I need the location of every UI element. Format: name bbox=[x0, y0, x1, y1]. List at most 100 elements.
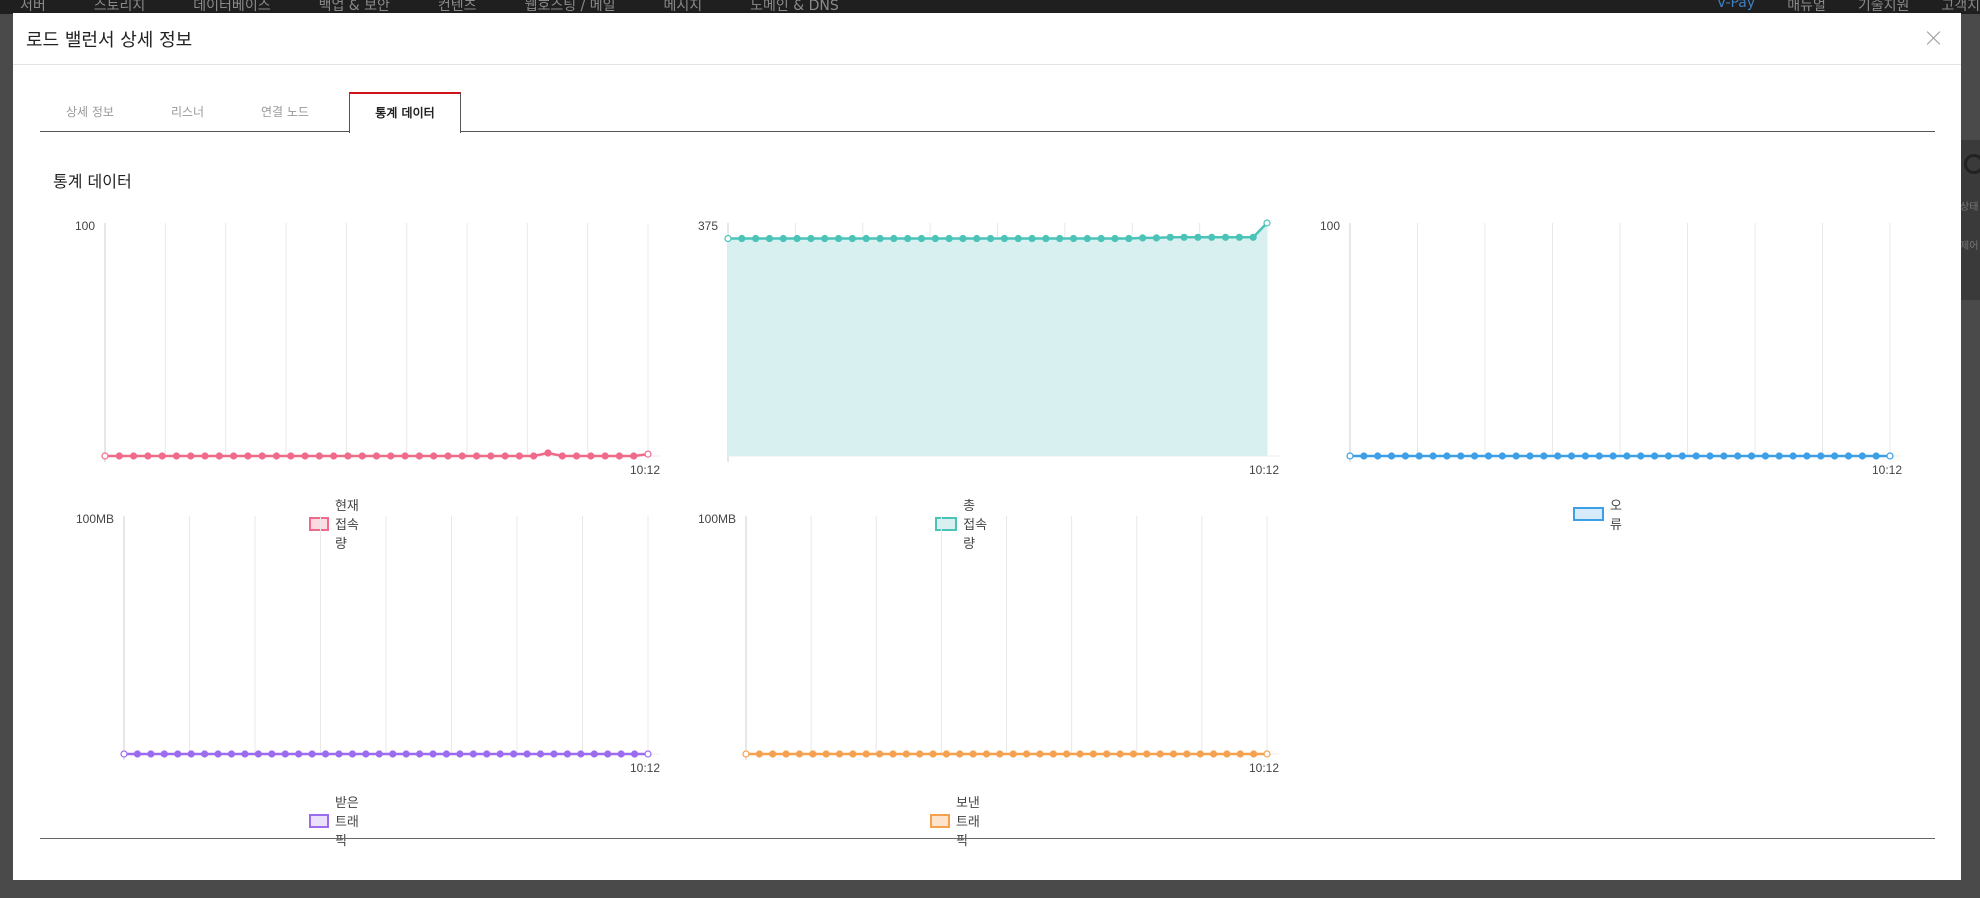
data-point[interactable] bbox=[501, 452, 509, 460]
chart-legend[interactable]: 받은 트래픽 bbox=[309, 792, 365, 849]
data-point[interactable] bbox=[1595, 452, 1603, 460]
data-point[interactable] bbox=[348, 750, 357, 758]
data-point[interactable] bbox=[1401, 452, 1409, 460]
tab-statistics[interactable]: 통계 데이터 bbox=[349, 92, 461, 133]
chart-legend[interactable]: 보낸 트래픽 bbox=[930, 792, 986, 849]
data-point[interactable] bbox=[230, 452, 238, 460]
data-point[interactable] bbox=[630, 452, 638, 460]
data-point[interactable] bbox=[1374, 452, 1382, 460]
data-point[interactable] bbox=[496, 750, 504, 758]
data-point[interactable] bbox=[959, 234, 967, 243]
data-point[interactable] bbox=[1097, 234, 1105, 243]
data-point[interactable] bbox=[835, 750, 844, 758]
data-point[interactable] bbox=[945, 234, 953, 243]
data-point[interactable] bbox=[1036, 750, 1044, 758]
data-point[interactable] bbox=[295, 750, 303, 758]
data-point[interactable] bbox=[1103, 750, 1111, 758]
data-point[interactable] bbox=[577, 750, 585, 758]
data-point[interactable] bbox=[742, 750, 750, 758]
data-point[interactable] bbox=[752, 234, 760, 243]
data-point[interactable] bbox=[1484, 452, 1493, 460]
data-point[interactable] bbox=[996, 750, 1004, 758]
data-point[interactable] bbox=[875, 750, 884, 758]
data-point[interactable] bbox=[1014, 234, 1022, 243]
data-point[interactable] bbox=[536, 750, 545, 758]
data-point[interactable] bbox=[523, 750, 531, 758]
data-point[interactable] bbox=[362, 750, 370, 758]
data-point[interactable] bbox=[483, 750, 491, 758]
data-point[interactable] bbox=[254, 750, 262, 758]
data-point[interactable] bbox=[558, 452, 566, 460]
data-point[interactable] bbox=[115, 452, 123, 460]
data-point[interactable] bbox=[321, 750, 330, 758]
data-point[interactable] bbox=[133, 750, 142, 758]
data-point[interactable] bbox=[1166, 233, 1174, 241]
tab-listener[interactable]: 리스너 bbox=[170, 105, 205, 119]
data-point[interactable] bbox=[1581, 452, 1589, 460]
data-point[interactable] bbox=[458, 452, 466, 460]
data-point[interactable] bbox=[187, 750, 195, 758]
data-point[interactable] bbox=[1789, 452, 1797, 460]
data-point[interactable] bbox=[372, 452, 381, 460]
data-point[interactable] bbox=[160, 750, 168, 758]
data-point[interactable] bbox=[415, 750, 424, 758]
data-point[interactable] bbox=[1089, 750, 1097, 758]
data-point[interactable] bbox=[1803, 452, 1811, 460]
data-point[interactable] bbox=[630, 750, 639, 758]
data-point[interactable] bbox=[724, 234, 732, 243]
data-point[interactable] bbox=[1761, 452, 1769, 460]
data-point[interactable] bbox=[1042, 234, 1050, 243]
data-point[interactable] bbox=[1471, 452, 1479, 460]
data-point[interactable] bbox=[308, 750, 316, 758]
data-point[interactable] bbox=[430, 452, 438, 460]
data-point[interactable] bbox=[1056, 234, 1064, 243]
data-point[interactable] bbox=[1526, 452, 1534, 460]
data-point[interactable] bbox=[572, 452, 581, 460]
data-point[interactable] bbox=[1567, 452, 1576, 460]
chart-legend[interactable]: 총 접속량 bbox=[935, 495, 991, 552]
data-point[interactable] bbox=[147, 750, 155, 758]
data-point[interactable] bbox=[144, 452, 152, 460]
data-point[interactable] bbox=[1009, 750, 1017, 758]
data-point[interactable] bbox=[916, 750, 924, 758]
data-point[interactable] bbox=[902, 750, 910, 758]
data-point[interactable] bbox=[1609, 452, 1617, 460]
data-point[interactable] bbox=[1139, 234, 1147, 242]
data-point[interactable] bbox=[201, 750, 209, 758]
data-point[interactable] bbox=[301, 452, 309, 460]
data-point[interactable] bbox=[1000, 234, 1009, 243]
data-point[interactable] bbox=[272, 452, 281, 460]
data-point[interactable] bbox=[1457, 452, 1465, 460]
data-point[interactable] bbox=[530, 452, 538, 460]
data-point[interactable] bbox=[258, 452, 266, 460]
data-point[interactable] bbox=[1498, 452, 1506, 460]
data-point[interactable] bbox=[1346, 452, 1354, 460]
data-point[interactable] bbox=[214, 750, 222, 758]
data-point[interactable] bbox=[615, 452, 624, 460]
data-point[interactable] bbox=[973, 234, 981, 243]
data-point[interactable] bbox=[849, 750, 857, 758]
data-point[interactable] bbox=[779, 234, 787, 243]
data-point[interactable] bbox=[120, 750, 128, 758]
data-point[interactable] bbox=[1664, 452, 1673, 460]
data-point[interactable] bbox=[401, 452, 409, 460]
data-point[interactable] bbox=[942, 750, 950, 758]
data-point[interactable] bbox=[644, 450, 652, 458]
data-point[interactable] bbox=[769, 750, 777, 758]
data-point[interactable] bbox=[862, 750, 870, 758]
data-point[interactable] bbox=[1263, 750, 1271, 758]
data-point[interactable] bbox=[1116, 750, 1124, 758]
data-point[interactable] bbox=[1678, 452, 1686, 460]
data-point[interactable] bbox=[1747, 452, 1756, 460]
data-point[interactable] bbox=[1706, 452, 1714, 460]
data-point[interactable] bbox=[1049, 750, 1057, 758]
data-point[interactable] bbox=[604, 750, 612, 758]
data-point[interactable] bbox=[268, 750, 276, 758]
data-point[interactable] bbox=[795, 750, 804, 758]
data-point[interactable] bbox=[215, 452, 223, 460]
data-point[interactable] bbox=[931, 234, 939, 243]
data-point[interactable] bbox=[917, 234, 926, 243]
data-point[interactable] bbox=[1512, 452, 1520, 460]
data-point[interactable] bbox=[1249, 233, 1257, 241]
data-point[interactable] bbox=[1872, 452, 1880, 460]
